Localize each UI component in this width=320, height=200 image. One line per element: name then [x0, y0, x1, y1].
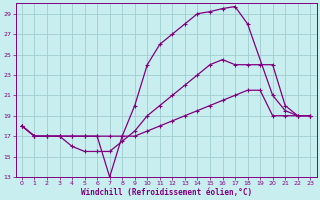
X-axis label: Windchill (Refroidissement éolien,°C): Windchill (Refroidissement éolien,°C) [81, 188, 252, 197]
